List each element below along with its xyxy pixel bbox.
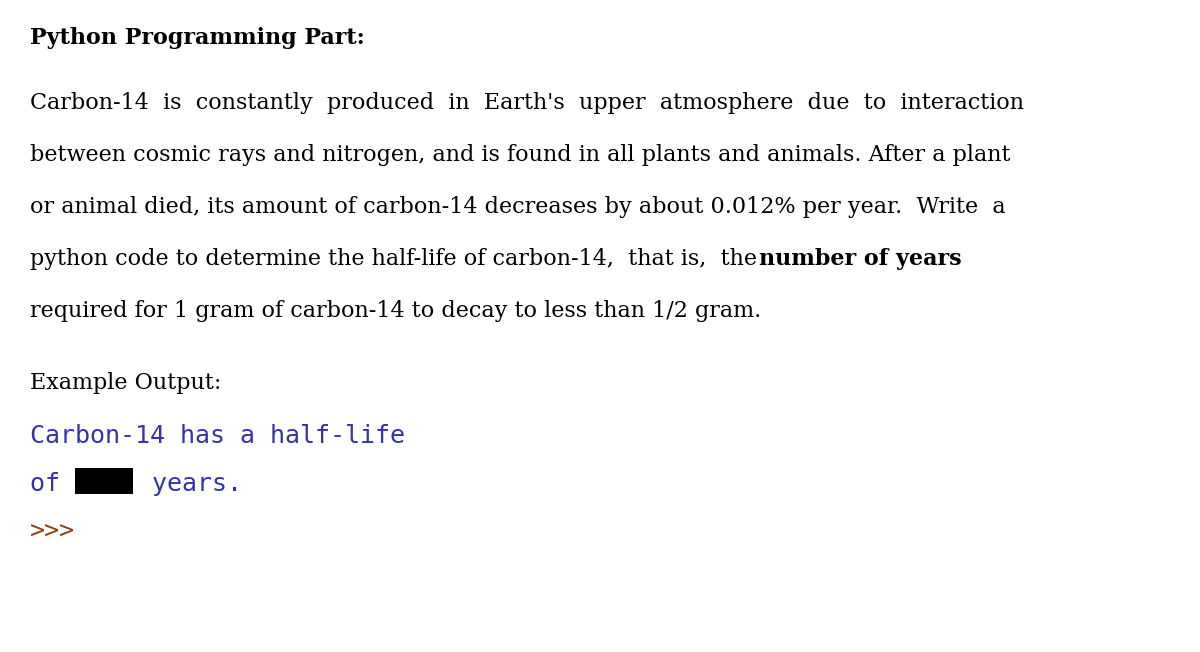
Text: Carbon-14  is  constantly  produced  in  Earth's  upper  atmosphere  due  to  in: Carbon-14 is constantly produced in Eart… (30, 92, 1024, 114)
Text: between cosmic rays and nitrogen, and is found in all plants and animals. After : between cosmic rays and nitrogen, and is… (30, 144, 1010, 166)
Text: >>>: >>> (30, 520, 74, 544)
Bar (74, 468, 133, 494)
Text: Python Programming Part:: Python Programming Part: (30, 27, 365, 49)
Text: or animal died, its amount of carbon-14 decreases by about 0.012% per year.  Wri: or animal died, its amount of carbon-14 … (30, 196, 1006, 218)
Text: python code to determine the half-life of carbon-14,  that is,  the: python code to determine the half-life o… (30, 248, 757, 270)
Text: Carbon-14 has a half-life: Carbon-14 has a half-life (30, 424, 406, 448)
Text: of: of (30, 472, 74, 496)
Text: number of years: number of years (760, 248, 961, 270)
Text: Example Output:: Example Output: (30, 372, 221, 394)
Text: required for 1 gram of carbon-14 to decay to less than 1/2 gram.: required for 1 gram of carbon-14 to deca… (30, 300, 761, 322)
Text: years.: years. (137, 472, 242, 496)
